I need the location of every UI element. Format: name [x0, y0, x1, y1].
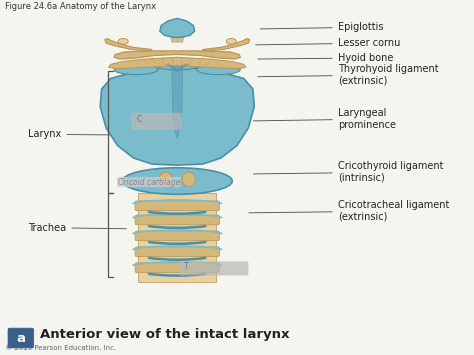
Text: © 2015 Pearson Education, Inc.: © 2015 Pearson Education, Inc. [5, 345, 117, 351]
Polygon shape [105, 39, 152, 51]
Polygon shape [100, 66, 254, 165]
Ellipse shape [182, 172, 196, 186]
Text: Thyrohyoid ligament
(extrinsic): Thyrohyoid ligament (extrinsic) [258, 64, 438, 86]
Polygon shape [138, 193, 216, 282]
Ellipse shape [159, 172, 173, 186]
FancyBboxPatch shape [135, 215, 219, 225]
FancyBboxPatch shape [180, 261, 248, 275]
Polygon shape [172, 66, 183, 138]
Polygon shape [160, 18, 195, 38]
FancyBboxPatch shape [135, 263, 219, 273]
Text: Laryngeal
prominence: Laryngeal prominence [254, 108, 396, 130]
FancyBboxPatch shape [8, 328, 34, 348]
Polygon shape [166, 64, 189, 71]
FancyBboxPatch shape [135, 247, 219, 257]
Text: Lesser cornu: Lesser cornu [255, 38, 400, 48]
Ellipse shape [155, 60, 199, 70]
Text: Figure 24.6a Anatomy of the Larynx: Figure 24.6a Anatomy of the Larynx [5, 2, 156, 11]
Text: C: C [137, 115, 142, 124]
FancyBboxPatch shape [135, 231, 219, 241]
Polygon shape [202, 39, 250, 51]
FancyBboxPatch shape [131, 113, 182, 130]
Ellipse shape [122, 168, 232, 194]
Polygon shape [109, 57, 246, 69]
Text: Epiglottis: Epiglottis [260, 22, 383, 32]
Text: Larynx: Larynx [28, 129, 126, 140]
Text: T: T [184, 262, 189, 271]
Text: Trachea: Trachea [28, 223, 127, 233]
Polygon shape [114, 51, 240, 59]
Ellipse shape [226, 39, 237, 44]
Text: Anterior view of the intact larynx: Anterior view of the intact larynx [40, 328, 289, 342]
Ellipse shape [114, 65, 158, 75]
Ellipse shape [118, 39, 128, 44]
Text: Cricoid cartilage: Cricoid cartilage [118, 178, 180, 187]
Ellipse shape [197, 65, 240, 75]
Text: Hyoid bone: Hyoid bone [258, 53, 393, 63]
FancyBboxPatch shape [135, 201, 219, 211]
Text: Cricothyroid ligament
(intrinsic): Cricothyroid ligament (intrinsic) [254, 162, 443, 183]
Polygon shape [170, 37, 184, 42]
Text: Cricotracheal ligament
(extrinsic): Cricotracheal ligament (extrinsic) [249, 200, 449, 222]
Text: a: a [17, 332, 26, 345]
